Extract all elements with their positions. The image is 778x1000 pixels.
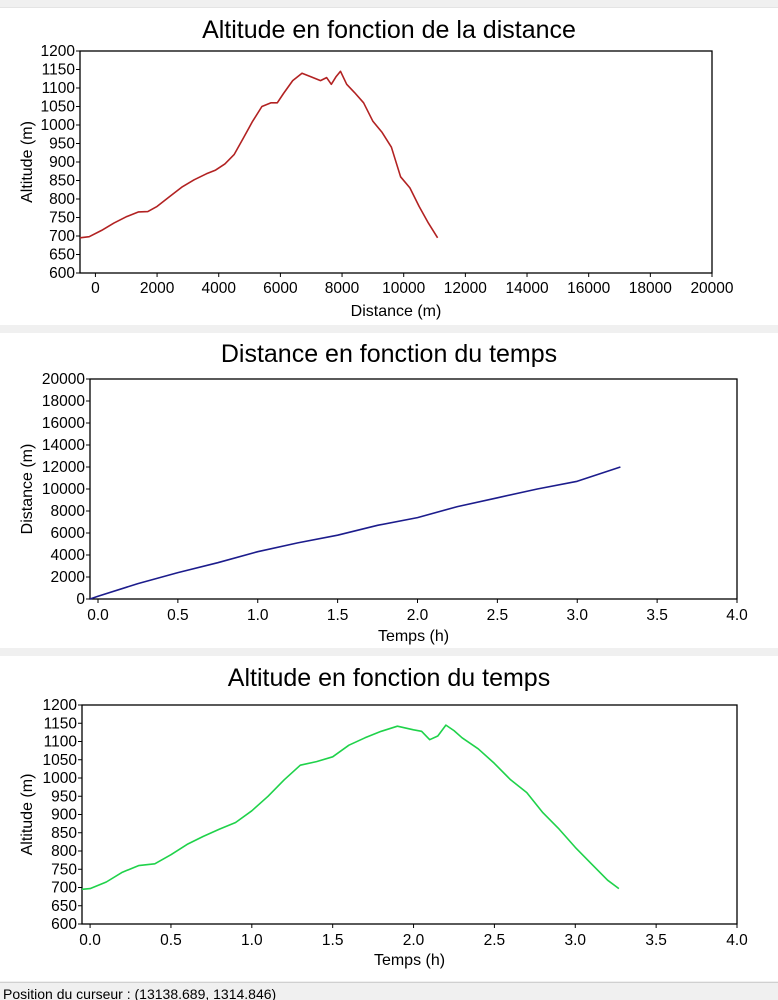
- x-tick-label: 3.0: [564, 932, 586, 949]
- y-tick-label: 750: [49, 210, 75, 227]
- y-tick-label: 1200: [41, 43, 76, 60]
- y-tick-label: 20000: [42, 371, 85, 388]
- x-tick-label: 4.0: [726, 932, 748, 949]
- x-tick-label: 3.5: [645, 932, 667, 949]
- y-tick-label: 700: [51, 880, 77, 897]
- x-tick-label: 4.0: [726, 607, 748, 624]
- y-tick-label: 1000: [43, 770, 78, 787]
- series-line: [81, 724, 620, 891]
- y-tick-label: 850: [51, 825, 77, 842]
- y-tick-label: 1100: [42, 80, 76, 97]
- chart-panel-distance-time: Distance en fonction du temps 0 2000 4000 60…: [0, 333, 778, 648]
- x-tick-label: 2.0: [407, 607, 429, 624]
- y-tick-label: 1200: [43, 697, 78, 714]
- plot-area: [89, 378, 738, 600]
- x-tick-label: 20000: [690, 280, 733, 297]
- y-tick-label: 750: [51, 861, 77, 878]
- x-tick-label: 3.0: [566, 607, 588, 624]
- x-tick-label: 0.0: [79, 932, 101, 949]
- y-axis-label: Altitude (m): [19, 121, 36, 203]
- x-tick-label: 1.5: [327, 607, 349, 624]
- y-tick-label: 2000: [51, 569, 86, 586]
- y-tick-label: 8000: [51, 503, 86, 520]
- y-tick-label: 16000: [42, 415, 85, 432]
- x-tick-label: 16000: [567, 280, 610, 297]
- y-tick-label: 650: [49, 247, 75, 264]
- chart-title: Altitude en fonction du temps: [228, 664, 550, 692]
- x-tick-label: 12000: [444, 280, 487, 297]
- chart-title: Distance en fonction du temps: [221, 340, 557, 368]
- y-tick-label: 800: [51, 843, 77, 860]
- y-tick-label: 950: [49, 136, 75, 153]
- chart-altitude-vs-distance[interactable]: Altitude en fonction de la distance 60065…: [0, 8, 778, 325]
- y-tick-label: 700: [49, 228, 75, 245]
- x-tick-label: 2.5: [487, 607, 509, 624]
- y-tick-label: 14000: [42, 437, 85, 454]
- x-tick-label: 1.5: [322, 932, 344, 949]
- y-tick-label: 18000: [42, 393, 85, 410]
- chart-distance-vs-time[interactable]: Distance en fonction du temps 0 2000 4000 60…: [0, 333, 778, 648]
- x-tick-label: 2.0: [403, 932, 425, 949]
- window-top-edge: [0, 0, 778, 8]
- x-tick-label: 0.5: [160, 932, 182, 949]
- x-tick-label: 3.5: [646, 607, 668, 624]
- y-tick-label: 1100: [44, 734, 78, 751]
- x-tick-label: 8000: [325, 280, 360, 297]
- y-tick-label: 1000: [41, 117, 76, 134]
- y-tick-label: 900: [51, 807, 77, 824]
- y-tick-label: 1150: [44, 715, 78, 732]
- plot-area: [81, 704, 738, 925]
- x-tick-label: 6000: [263, 280, 298, 297]
- x-tick-label: 2000: [140, 280, 175, 297]
- y-tick-label: 1050: [41, 99, 76, 116]
- x-tick-label: 2.5: [484, 932, 506, 949]
- x-tick-label: 1.0: [241, 932, 263, 949]
- x-tick-label: 0.5: [167, 607, 189, 624]
- y-tick-label: 1050: [43, 752, 78, 769]
- series-line: [89, 466, 621, 600]
- y-tick-label: 12000: [42, 459, 85, 476]
- y-tick-label: 600: [49, 265, 75, 282]
- x-axis-label: Temps (h): [374, 952, 445, 969]
- x-tick-label: 1.0: [247, 607, 269, 624]
- y-tick-label: 6000: [51, 525, 86, 542]
- cursor-position-value: (13138.689, 1314.846): [134, 986, 277, 1000]
- status-bar: Position du curseur : (13138.689, 1314.8…: [0, 982, 778, 1000]
- x-tick-label: 18000: [629, 280, 672, 297]
- y-tick-label: 4000: [51, 547, 86, 564]
- x-tick-label: 0.0: [87, 607, 109, 624]
- x-axis-label: Temps (h): [378, 628, 449, 645]
- x-axis-label: Distance (m): [351, 303, 442, 320]
- y-tick-label: 1150: [42, 62, 76, 79]
- x-tick-label: 4000: [201, 280, 236, 297]
- cursor-position-label: Position du curseur :: [3, 986, 131, 1000]
- y-tick-label: 850: [49, 173, 75, 190]
- y-tick-label: 900: [49, 154, 75, 171]
- x-tick-label: 10000: [382, 280, 425, 297]
- x-tick-label: 14000: [505, 280, 548, 297]
- y-tick-label: 800: [49, 191, 75, 208]
- y-tick-label: 10000: [42, 481, 85, 498]
- chart-panel-altitude-distance: Altitude en fonction de la distance 600 65…: [0, 8, 778, 325]
- chart-title: Altitude en fonction de la distance: [202, 16, 576, 44]
- series-line: [79, 70, 439, 239]
- chart-panel-altitude-time: Altitude en fonction du temps 600 650 700 75…: [0, 656, 778, 981]
- y-axis-label: Altitude (m): [19, 774, 36, 856]
- y-tick-label: 650: [51, 898, 77, 915]
- y-tick-label: 0: [76, 591, 85, 608]
- y-tick-label: 950: [51, 788, 77, 805]
- y-axis-label: Distance (m): [19, 444, 36, 535]
- x-tick-label: 0: [91, 280, 100, 297]
- y-tick-label: 600: [51, 916, 77, 933]
